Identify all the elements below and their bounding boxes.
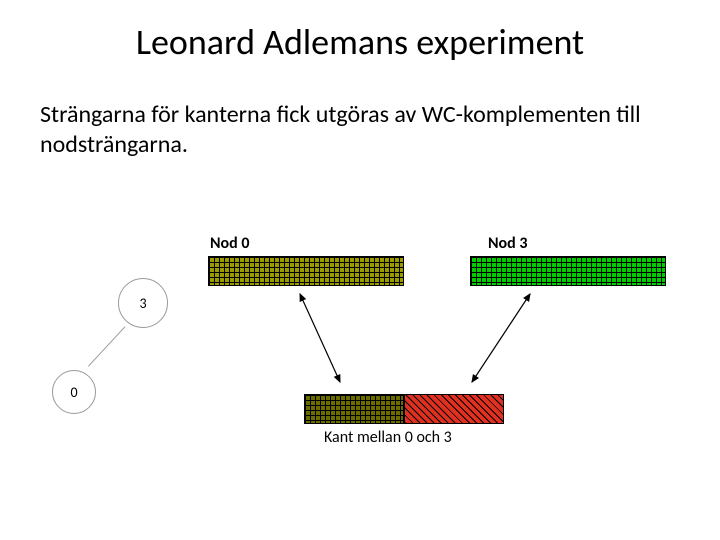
slide-title: Leonard Adlemans experiment [0, 20, 720, 64]
arrows-svg [40, 230, 680, 490]
dna-diagram: 3 0 Nod 0 Nod 3 Kant mellan 0 och 3 [40, 230, 680, 490]
slide-body-text: Strängarna för kanterna fick utgöras av … [40, 100, 680, 160]
